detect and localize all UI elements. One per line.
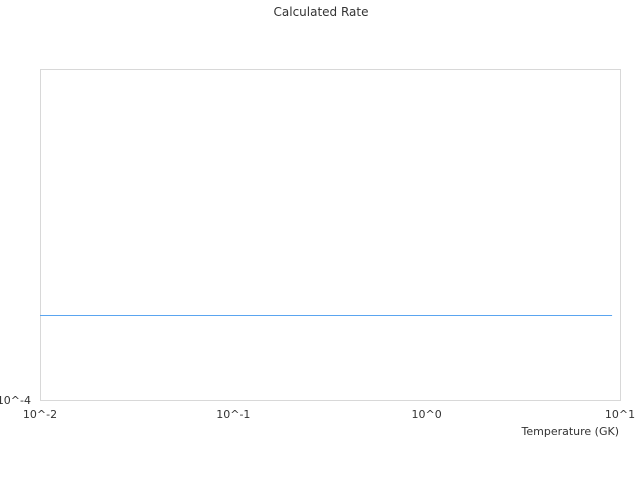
x-tick-label: 10^0 bbox=[412, 408, 442, 421]
x-tick-label: 10^-1 bbox=[216, 408, 250, 421]
y-tick-label: 10^-4 bbox=[0, 394, 31, 407]
plot-area bbox=[40, 69, 621, 401]
x-tick-label: 10^1 bbox=[605, 408, 635, 421]
x-axis-label: Temperature (GK) bbox=[521, 425, 620, 438]
x-tick-label: 10^-2 bbox=[23, 408, 57, 421]
chart-title: Calculated Rate bbox=[274, 5, 369, 19]
